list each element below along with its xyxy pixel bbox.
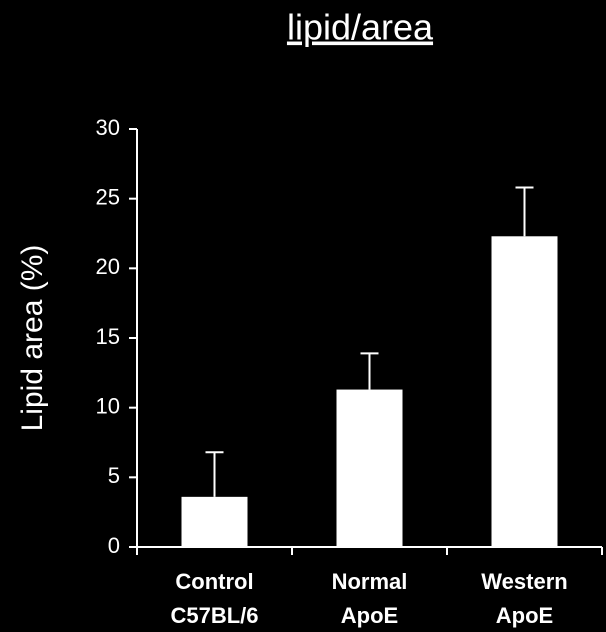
y-axis-label: Lipid area (%) (16, 245, 49, 432)
chart-title: lipid/area (287, 7, 434, 48)
error-bar (360, 352, 379, 390)
x-tick-label-line: Control (175, 569, 253, 594)
x-tick-label-line: ApoE (496, 603, 553, 628)
error-bar (205, 451, 224, 497)
bar (181, 496, 248, 547)
error-bar (515, 186, 534, 237)
x-tick-label: Normal ApoE (332, 569, 408, 628)
y-tick-label: 15 (96, 324, 120, 349)
y-tick-label: 30 (96, 115, 120, 140)
y-tick-label: 10 (96, 393, 120, 418)
y-tick-label: 0 (108, 533, 120, 558)
bar (336, 389, 403, 547)
y-tick-label: 25 (96, 184, 120, 209)
y-tick-label: 20 (96, 254, 120, 279)
x-tick-label-line: ApoE (341, 603, 398, 628)
x-tick-label: Control C57BL/6 (170, 569, 258, 628)
x-tick-label: Western ApoE (481, 569, 567, 628)
bar (491, 236, 558, 547)
x-tick-label-line: Western (481, 569, 567, 594)
x-tick-label-line: C57BL/6 (170, 603, 258, 628)
x-tick-label-line: Normal (332, 569, 408, 594)
y-tick-label: 5 (108, 463, 120, 488)
